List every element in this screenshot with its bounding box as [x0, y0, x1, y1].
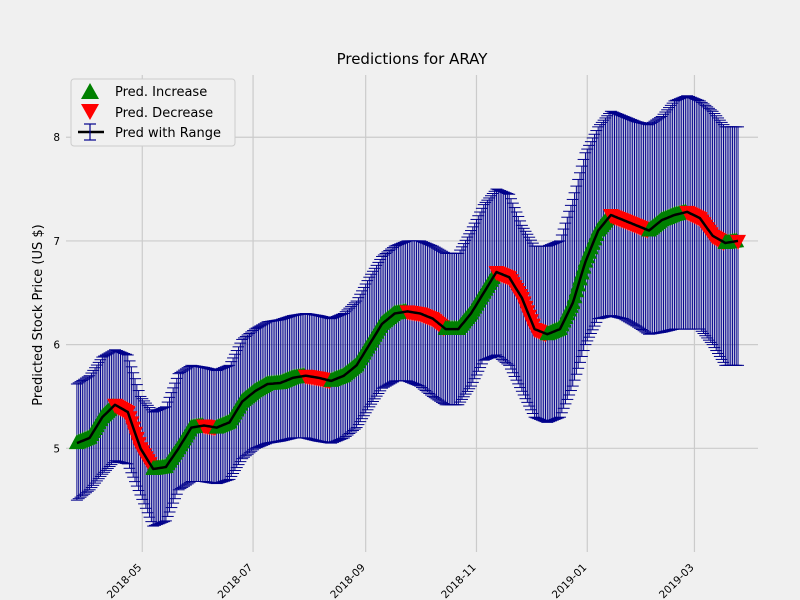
- legend-range-label: Pred with Range: [115, 126, 221, 141]
- y-tick-label: 6: [53, 340, 60, 352]
- y-tick-labels: 5 6 7 8: [53, 132, 60, 455]
- legend-range-marker: [78, 123, 104, 141]
- legend-box: [70, 78, 236, 147]
- y-tick-label: 8: [53, 132, 60, 144]
- prediction-line: [76, 210, 739, 471]
- legend: Pred. Increase Pred. Decrease Pred with …: [70, 78, 236, 147]
- legend-decrease-label: Pred. Decrease: [115, 106, 213, 121]
- legend-increase-marker: [81, 83, 99, 99]
- y-tick-label: 5: [53, 443, 60, 455]
- y-axis-label: Predicted Stock Price (US $): [31, 224, 46, 405]
- legend-increase-label: Pred. Increase: [115, 85, 207, 100]
- prediction-line-group: [76, 210, 739, 471]
- y-tick-label: 7: [53, 236, 60, 248]
- legend-decrease-marker: [81, 104, 99, 120]
- decrease-marker: [730, 234, 747, 250]
- chart-title: Predictions for ARAY: [337, 50, 489, 68]
